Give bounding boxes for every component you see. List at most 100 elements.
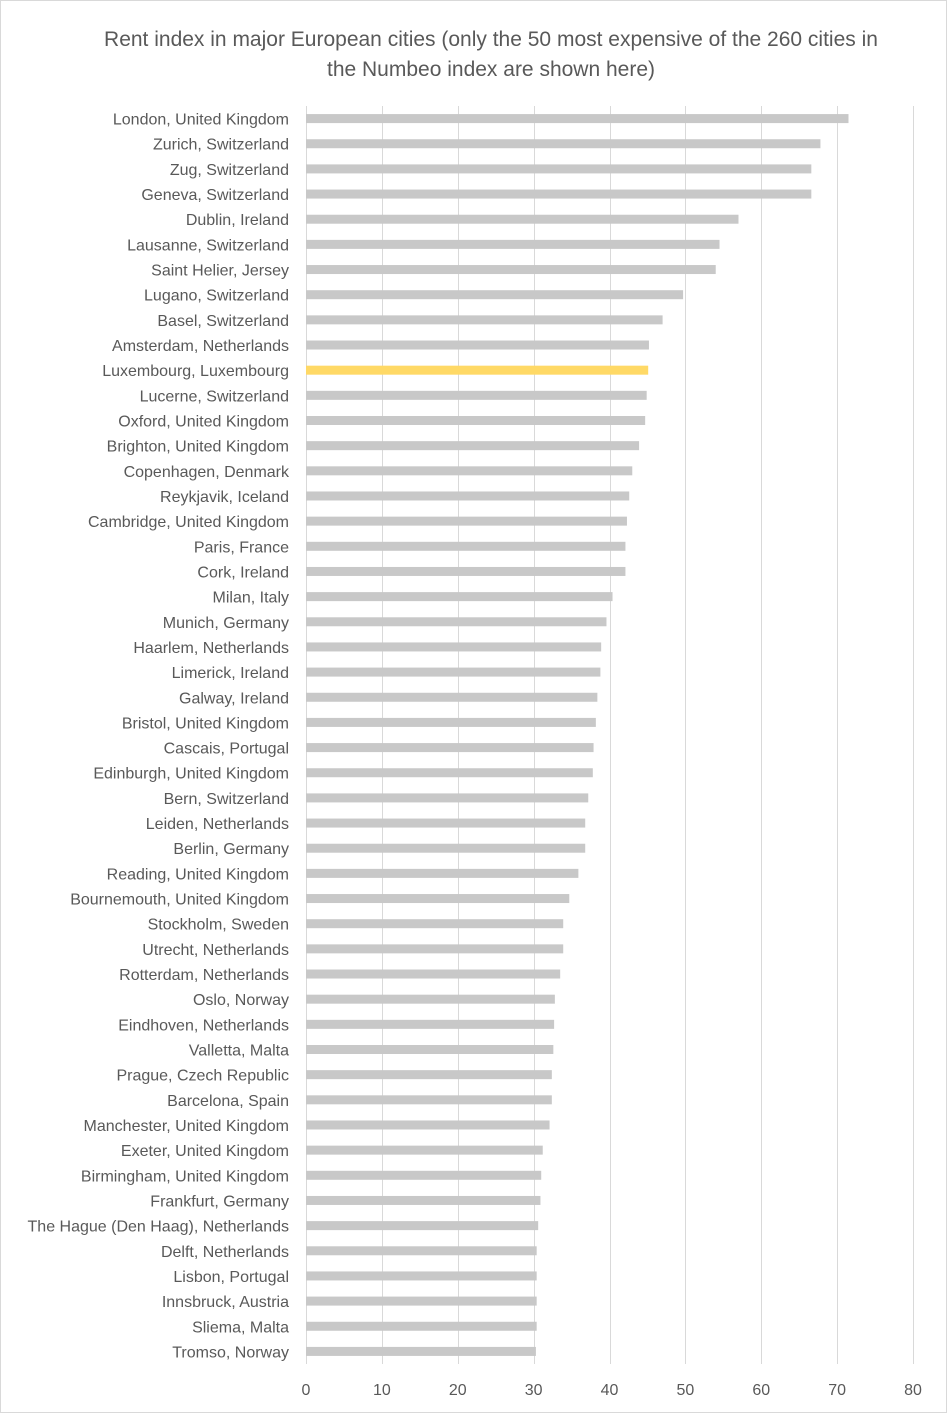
- category-label: Leiden, Netherlands: [146, 816, 289, 833]
- category-label: Prague, Czech Republic: [116, 1068, 289, 1085]
- bar: [306, 1346, 536, 1356]
- category-label: Cambridge, United Kingdom: [88, 514, 289, 531]
- bar: [306, 843, 586, 853]
- bar: [306, 466, 633, 476]
- category-label: Zug, Switzerland: [170, 162, 289, 179]
- category-label: Delft, Netherlands: [161, 1244, 289, 1261]
- category-label: Manchester, United Kingdom: [84, 1118, 289, 1135]
- bar: [306, 919, 564, 929]
- bar: [306, 642, 602, 652]
- x-tick-label: 50: [676, 1382, 694, 1399]
- bar: [306, 239, 720, 249]
- category-label: Reading, United Kingdom: [107, 866, 289, 883]
- category-label: Bern, Switzerland: [164, 791, 289, 808]
- category-label: Lisbon, Portugal: [173, 1269, 289, 1286]
- category-label: Stockholm, Sweden: [148, 917, 289, 934]
- category-label: Galway, Ireland: [179, 690, 289, 707]
- category-label: Copenhagen, Denmark: [124, 464, 290, 481]
- category-label: Oslo, Norway: [193, 992, 289, 1009]
- bar: [306, 1296, 537, 1306]
- category-label: Frankfurt, Germany: [150, 1193, 289, 1210]
- bar: [306, 667, 601, 677]
- category-label: Haarlem, Netherlands: [133, 640, 289, 657]
- x-tick-label: 70: [828, 1382, 846, 1399]
- category-label: Lausanne, Switzerland: [127, 237, 289, 254]
- bar: [306, 793, 589, 803]
- bar: [306, 692, 598, 702]
- bars: [306, 114, 849, 1356]
- bar: [306, 743, 594, 753]
- category-label: Paris, France: [194, 539, 289, 556]
- category-label: Saint Helier, Jersey: [151, 263, 289, 280]
- bar: [306, 214, 739, 224]
- category-label: Innsbruck, Austria: [162, 1294, 289, 1311]
- category-label: Rotterdam, Netherlands: [119, 967, 289, 984]
- category-label: Cascais, Portugal: [164, 741, 289, 758]
- x-axis-tick-labels: 0 10 20 30 40 50 60 70 80: [302, 1382, 922, 1399]
- bar: [306, 416, 646, 425]
- category-label: Exeter, United Kingdom: [121, 1143, 289, 1160]
- category-label: Munich, Germany: [163, 615, 289, 632]
- category-label: Eindhoven, Netherlands: [118, 1017, 289, 1034]
- category-label: London, United Kingdom: [113, 112, 289, 129]
- category-label: Tromso, Norway: [172, 1344, 289, 1361]
- bar: [306, 315, 663, 325]
- category-label: Luxembourg, Luxembourg: [102, 363, 289, 380]
- bar: [306, 340, 649, 350]
- bar: [306, 1120, 550, 1130]
- bar: [306, 944, 564, 954]
- bar-highlighted: [306, 365, 649, 375]
- bar: [306, 969, 561, 979]
- category-label: Edinburgh, United Kingdom: [93, 766, 289, 783]
- bar: [306, 114, 849, 124]
- bar: [306, 617, 607, 627]
- x-tick-label: 30: [525, 1382, 543, 1399]
- bar: [306, 1170, 542, 1180]
- category-label: Cork, Ireland: [197, 564, 289, 581]
- bar: [306, 1246, 537, 1256]
- bar: [306, 290, 684, 300]
- category-label: Amsterdam, Netherlands: [112, 338, 289, 355]
- bar: [306, 491, 630, 501]
- bar: [306, 868, 579, 878]
- category-labels: London, United Kingdom Zurich, Switzerlan…: [28, 112, 290, 1362]
- bar: [306, 994, 555, 1004]
- bar: [306, 1019, 555, 1029]
- x-tick-label: 0: [302, 1382, 311, 1399]
- category-label: Bristol, United Kingdom: [122, 715, 289, 732]
- category-label: Reykjavik, Iceland: [160, 489, 289, 506]
- x-tick-label: 80: [904, 1382, 922, 1399]
- category-label: Milan, Italy: [213, 590, 289, 607]
- category-label: Brighton, United Kingdom: [107, 439, 289, 456]
- bar: [306, 566, 626, 576]
- bar: [306, 894, 570, 904]
- bar: [306, 516, 627, 526]
- bar: [306, 265, 716, 275]
- x-tick-label: 40: [601, 1382, 619, 1399]
- bar: [306, 818, 586, 828]
- category-label: The Hague (Den Haag), Netherlands: [28, 1219, 289, 1236]
- bar: [306, 189, 812, 199]
- category-label: Zurich, Switzerland: [153, 137, 289, 154]
- bar: [306, 592, 613, 602]
- category-label: Dublin, Ireland: [186, 212, 289, 229]
- category-label: Utrecht, Netherlands: [142, 942, 289, 959]
- category-label: Bournemouth, United Kingdom: [70, 892, 289, 909]
- x-tick-label: 20: [449, 1382, 467, 1399]
- bar: [306, 1321, 537, 1331]
- bar: [306, 1070, 552, 1080]
- bar: [306, 390, 647, 400]
- category-label: Sliema, Malta: [192, 1319, 289, 1336]
- category-label: Geneva, Switzerland: [141, 187, 289, 204]
- bar: [306, 1095, 552, 1105]
- category-label: Berlin, Germany: [173, 841, 289, 858]
- category-label: Oxford, United Kingdom: [118, 414, 289, 431]
- bar: [306, 1221, 539, 1231]
- category-label: Limerick, Ireland: [172, 665, 289, 682]
- bar: [306, 139, 821, 149]
- bar: [306, 1145, 543, 1155]
- chart-title: Rent index in major European cities (onl…: [104, 28, 878, 81]
- category-label: Basel, Switzerland: [157, 313, 289, 330]
